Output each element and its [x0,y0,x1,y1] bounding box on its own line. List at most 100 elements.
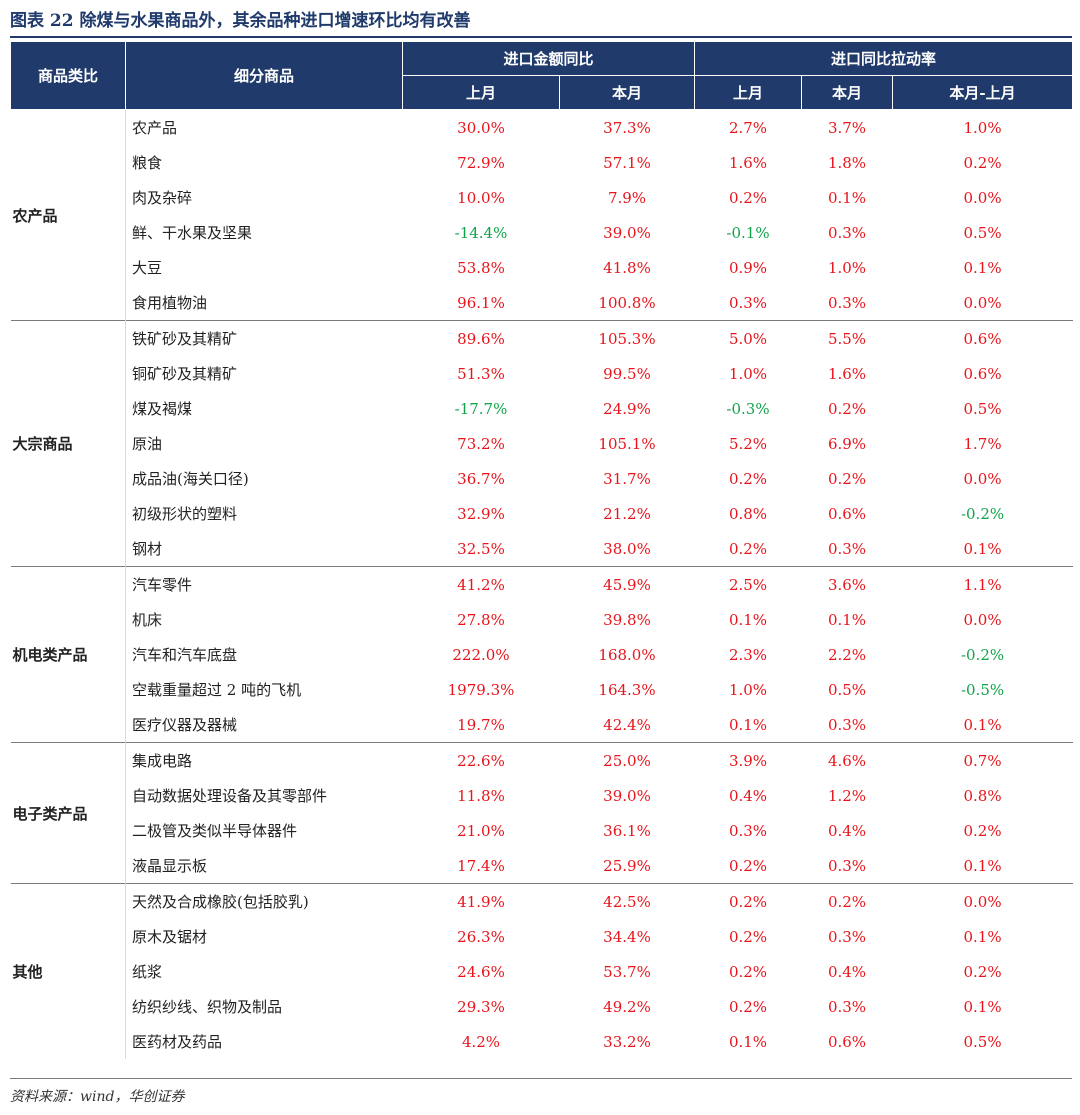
curr-month-contribution-cell: 3.7% [827,118,867,137]
prev-month-contribution-cell: 0.1% [728,1032,768,1051]
import-growth-table: 商品类比 细分商品 进口金额同比 进口同比拉动率 上月 本月 上月 本月 本月-… [10,41,1074,1059]
curr-month-contribution-cell: 0.1% [827,188,867,207]
title-divider [10,36,1072,38]
prev-month-yoy-cell: 10.0% [457,188,505,207]
item-name: 大豆 [132,259,163,277]
prev-month-yoy-cell: 41.9% [402,883,560,919]
curr-month-yoy-cell: 7.9% [607,188,647,207]
item-name: 肉及杂碎 [132,189,193,207]
prev-month-contribution-cell: 0.2% [728,188,768,207]
category-label: 其他 [10,883,126,1059]
item-name: 农产品 [132,119,178,137]
curr-month-contribution-cell: 0.2% [827,399,867,418]
table-row: 纺织纱线、织物及制品 29.3% 49.2% 0.2% 0.3% 0.1% [11,989,1073,1024]
month-diff-cell: 0.6% [892,320,1073,356]
item-name: 铜矿砂及其精矿 [132,365,238,383]
item-name: 空载重量超过 2 吨的飞机 [132,681,302,699]
prev-month-yoy-cell: 73.2% [457,434,505,453]
curr-month-contribution-cell: 0.6% [827,504,867,523]
header-category: 商品类比 [10,41,126,110]
month-diff-cell: 0.2% [963,821,1002,840]
curr-month-contribution-cell: 2.2% [827,645,867,664]
header-month-diff: 本月-上月 [892,75,1074,110]
prev-month-yoy-cell: 96.1% [457,293,505,312]
item-name: 汽车和汽车底盘 [132,646,238,664]
prev-month-yoy-cell: 21.0% [457,821,505,840]
item-name: 医疗仪器及器械 [132,716,238,734]
month-diff-cell: 0.1% [963,539,1002,558]
table-row: 初级形状的塑料 32.9% 21.2% 0.8% 0.6% -0.2% [11,496,1073,531]
item-name: 机床 [132,611,163,629]
header-import-yoy: 进口金额同比 [401,41,696,76]
month-diff-cell: 0.1% [963,715,1002,734]
table-row: 二极管及类似半导体器件 21.0% 36.1% 0.3% 0.4% 0.2% [11,813,1073,848]
table-row: 汽车和汽车底盘 222.0% 168.0% 2.3% 2.2% -0.2% [11,637,1073,672]
item-name: 纸浆 [132,963,163,981]
prev-month-yoy-cell: -14.4% [454,223,508,242]
item-name: 原木及锯材 [132,928,208,946]
prev-month-yoy-cell: 72.9% [457,153,505,172]
curr-month-contribution-cell: 1.2% [827,786,867,805]
curr-month-contribution-cell: 1.0% [827,258,867,277]
prev-month-yoy-cell: 89.6% [402,320,560,356]
item-name: 铁矿砂及其精矿 [125,320,403,356]
curr-month-yoy-cell: 34.4% [603,927,651,946]
prev-month-contribution-cell: 0.9% [728,258,768,277]
table-row: 鲜、干水果及坚果 -14.4% 39.0% -0.1% 0.3% 0.5% [11,215,1073,250]
prev-month-contribution-cell: 2.5% [694,566,802,602]
curr-month-contribution-cell: 0.3% [827,856,867,875]
header-prev-month-contribution: 上月 [694,75,803,110]
curr-month-yoy-cell: 42.5% [559,883,695,919]
curr-month-contribution-cell: 0.3% [827,293,867,312]
curr-month-yoy-cell: 24.9% [603,399,651,418]
table-row: 空载重量超过 2 吨的飞机 1979.3% 164.3% 1.0% 0.5% -0.5% [11,672,1073,707]
header-prev-month: 上月 [402,75,560,110]
prev-month-yoy-cell: 222.0% [452,645,510,664]
prev-month-contribution-cell: 0.1% [728,715,768,734]
curr-month-contribution-cell: 0.6% [827,1032,867,1051]
table-body: 农产品 农产品 30.0% 37.3% 2.7% 3.7% 1.0% 粮食 72.9% 57.1%… [10,109,1073,1059]
table-row: 食用植物油 96.1% 100.8% 0.3% 0.3% 0.0% [11,285,1073,321]
curr-month-yoy-cell: 38.0% [603,539,651,558]
prev-month-contribution-cell: 0.4% [728,786,768,805]
curr-month-contribution-cell: 0.3% [827,715,867,734]
prev-month-yoy-cell: 51.3% [457,364,505,383]
curr-month-yoy-cell: 39.0% [603,223,651,242]
month-diff-cell: 1.0% [963,118,1002,137]
curr-month-contribution-cell: 0.5% [827,680,867,699]
prev-month-contribution-cell: 0.2% [728,539,768,558]
prev-month-yoy-cell: 29.3% [457,997,505,1016]
table-row: 农产品 农产品 30.0% 37.3% 2.7% 3.7% 1.0% [10,109,1073,321]
prev-month-contribution-cell: 0.2% [728,927,768,946]
prev-month-yoy-cell: 17.4% [457,856,505,875]
month-diff-cell: 0.2% [963,962,1002,981]
category-label: 农产品 [10,109,126,321]
prev-month-yoy-cell: 32.5% [457,539,505,558]
curr-month-yoy-cell: 21.2% [603,504,651,523]
curr-month-contribution-cell: 1.6% [827,364,867,383]
prev-month-contribution-cell: 5.0% [694,320,802,356]
month-diff-cell: 0.5% [963,223,1002,242]
item-name: 食用植物油 [132,294,208,312]
curr-month-contribution-cell: 0.2% [801,883,893,919]
table-row: 铜矿砂及其精矿 51.3% 99.5% 1.0% 1.6% 0.6% [11,356,1073,391]
curr-month-contribution-cell: 0.1% [827,610,867,629]
curr-month-yoy-cell: 168.0% [598,645,656,664]
month-diff-cell: 0.0% [963,610,1002,629]
curr-month-yoy-cell: 45.9% [559,566,695,602]
month-diff-cell: 0.8% [963,786,1002,805]
month-diff-cell: 0.2% [963,153,1002,172]
table-header: 商品类比 细分商品 进口金额同比 进口同比拉动率 上月 本月 上月 本月 本月-… [10,41,1074,110]
prev-month-yoy-cell: 36.7% [457,469,505,488]
prev-month-yoy-cell: 27.8% [457,610,505,629]
curr-month-yoy-cell: 53.7% [603,962,651,981]
curr-month-yoy-cell: 41.8% [603,258,651,277]
prev-month-contribution-cell: 2.7% [728,118,768,137]
category-label: 机电类产品 [10,566,126,743]
prev-month-yoy-cell: 32.9% [457,504,505,523]
curr-month-yoy-cell: 33.2% [603,1032,651,1051]
curr-month-contribution-cell: 0.3% [827,539,867,558]
curr-month-yoy-cell: 164.3% [598,680,656,699]
month-diff-cell: 0.0% [963,188,1002,207]
item-name: 自动数据处理设备及其零部件 [132,787,328,805]
